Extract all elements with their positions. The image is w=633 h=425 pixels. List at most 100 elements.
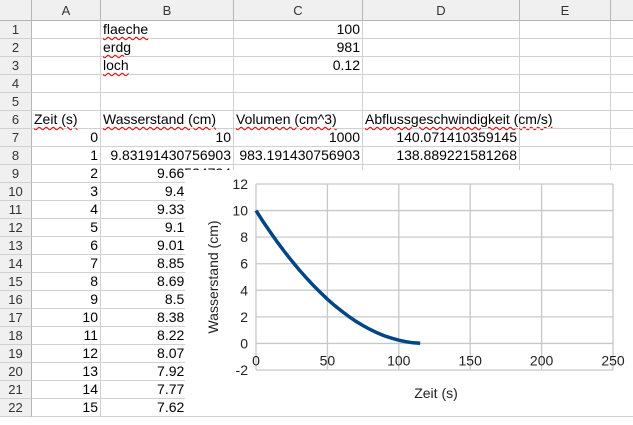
row-header[interactable]: 11 — [0, 201, 32, 219]
y-tick-label: 12 — [232, 176, 248, 192]
column-header[interactable]: B — [101, 0, 234, 21]
row-header[interactable]: 8 — [0, 147, 32, 165]
cell[interactable]: Wasserstand (cm) — [101, 111, 234, 129]
cell[interactable] — [32, 21, 101, 39]
cell[interactable] — [32, 93, 101, 111]
row-header[interactable]: 10 — [0, 183, 32, 201]
row-header[interactable]: 9 — [0, 165, 32, 183]
cell[interactable]: 11 — [32, 327, 101, 345]
row-header[interactable]: 16 — [0, 291, 32, 309]
cell[interactable] — [520, 93, 611, 111]
row-header[interactable]: 21 — [0, 381, 32, 399]
cell[interactable] — [363, 21, 520, 39]
x-tick-label: 100 — [387, 352, 411, 368]
cell[interactable]: 13 — [32, 363, 101, 381]
cell[interactable] — [611, 21, 633, 39]
cell[interactable] — [363, 39, 520, 57]
row-header[interactable]: 18 — [0, 327, 32, 345]
cell[interactable] — [363, 57, 520, 75]
row-header[interactable]: 12 — [0, 219, 32, 237]
cell[interactable]: 1000 — [234, 129, 363, 147]
column-header[interactable]: A — [32, 0, 101, 21]
cell[interactable] — [363, 93, 520, 111]
cell[interactable] — [611, 399, 633, 417]
cell[interactable] — [520, 147, 611, 165]
row-header[interactable]: 2 — [0, 39, 32, 57]
cell[interactable] — [101, 93, 234, 111]
cell[interactable]: 6 — [32, 237, 101, 255]
cell[interactable]: 0 — [32, 129, 101, 147]
cell[interactable]: 5 — [32, 219, 101, 237]
y-tick-label: 6 — [240, 256, 248, 272]
cell[interactable] — [32, 75, 101, 93]
cell[interactable]: 0.12 — [234, 57, 363, 75]
cell[interactable] — [611, 39, 633, 57]
cell[interactable]: 138.889221581268 — [363, 147, 520, 165]
cell[interactable]: 15 — [32, 399, 101, 417]
row-header[interactable]: 5 — [0, 93, 32, 111]
cell[interactable]: 10 — [32, 309, 101, 327]
row-header[interactable]: 14 — [0, 255, 32, 273]
cell[interactable]: 4 — [32, 201, 101, 219]
y-tick-label: 10 — [232, 203, 248, 219]
column-header[interactable]: E — [520, 0, 611, 21]
cell[interactable]: 1 — [32, 147, 101, 165]
cell[interactable]: 12 — [32, 345, 101, 363]
cell[interactable] — [520, 57, 611, 75]
cell[interactable]: 140.071410359145 — [363, 129, 520, 147]
cell[interactable] — [520, 39, 611, 57]
row-header[interactable]: 17 — [0, 309, 32, 327]
cell[interactable]: erdg — [101, 39, 234, 57]
cell[interactable]: loch — [101, 57, 234, 75]
cell[interactable] — [32, 57, 101, 75]
cell[interactable]: 10 — [101, 129, 234, 147]
cell[interactable]: 14 — [32, 381, 101, 399]
row-header[interactable]: 13 — [0, 237, 32, 255]
cell[interactable] — [520, 75, 611, 93]
cell[interactable] — [520, 111, 611, 129]
chart-gridlines — [255, 183, 614, 371]
row-header[interactable]: 15 — [0, 273, 32, 291]
cell[interactable] — [101, 75, 234, 93]
corner-select-all[interactable] — [0, 0, 32, 21]
row-header[interactable]: 6 — [0, 111, 32, 129]
cell[interactable]: Abflussgeschwindigkeit (cm/s) — [363, 111, 553, 129]
column-header[interactable] — [611, 0, 633, 21]
cell[interactable]: Zeit (s) — [32, 111, 101, 129]
cell[interactable] — [363, 75, 520, 93]
cell[interactable]: 2 — [32, 165, 101, 183]
cell[interactable] — [520, 129, 611, 147]
row-header[interactable]: 4 — [0, 75, 32, 93]
cell[interactable]: 3 — [32, 183, 101, 201]
row-header[interactable]: 3 — [0, 57, 32, 75]
cell[interactable]: flaeche — [101, 21, 234, 39]
cell[interactable] — [234, 93, 363, 111]
row-header[interactable]: 20 — [0, 363, 32, 381]
cell[interactable]: 8 — [32, 273, 101, 291]
series-line-wasserstand — [254, 209, 421, 346]
row-header[interactable]: 19 — [0, 345, 32, 363]
row-header[interactable]: 1 — [0, 21, 32, 39]
row-header[interactable]: 22 — [0, 399, 32, 417]
cell[interactable] — [611, 93, 633, 111]
cell[interactable] — [32, 39, 101, 57]
cell[interactable] — [234, 75, 363, 93]
cell[interactable] — [611, 57, 633, 75]
column-header[interactable]: D — [363, 0, 520, 21]
cell[interactable]: 981 — [234, 39, 363, 57]
cell[interactable] — [611, 75, 633, 93]
cell[interactable] — [520, 21, 611, 39]
cell[interactable]: 7 — [32, 255, 101, 273]
cell[interactable]: 983.191430756903 — [234, 147, 363, 165]
cell[interactable] — [611, 111, 633, 129]
row-header[interactable]: 7 — [0, 129, 32, 147]
cell[interactable] — [611, 147, 633, 165]
cell[interactable]: 9 — [32, 291, 101, 309]
cell[interactable] — [611, 129, 633, 147]
cell[interactable]: 9.83191430756903 — [101, 147, 234, 165]
y-tick-label: 0 — [240, 335, 248, 351]
column-header[interactable]: C — [234, 0, 363, 21]
cell[interactable]: 100 — [234, 21, 363, 39]
cell[interactable]: Volumen (cm^3) — [234, 111, 363, 129]
